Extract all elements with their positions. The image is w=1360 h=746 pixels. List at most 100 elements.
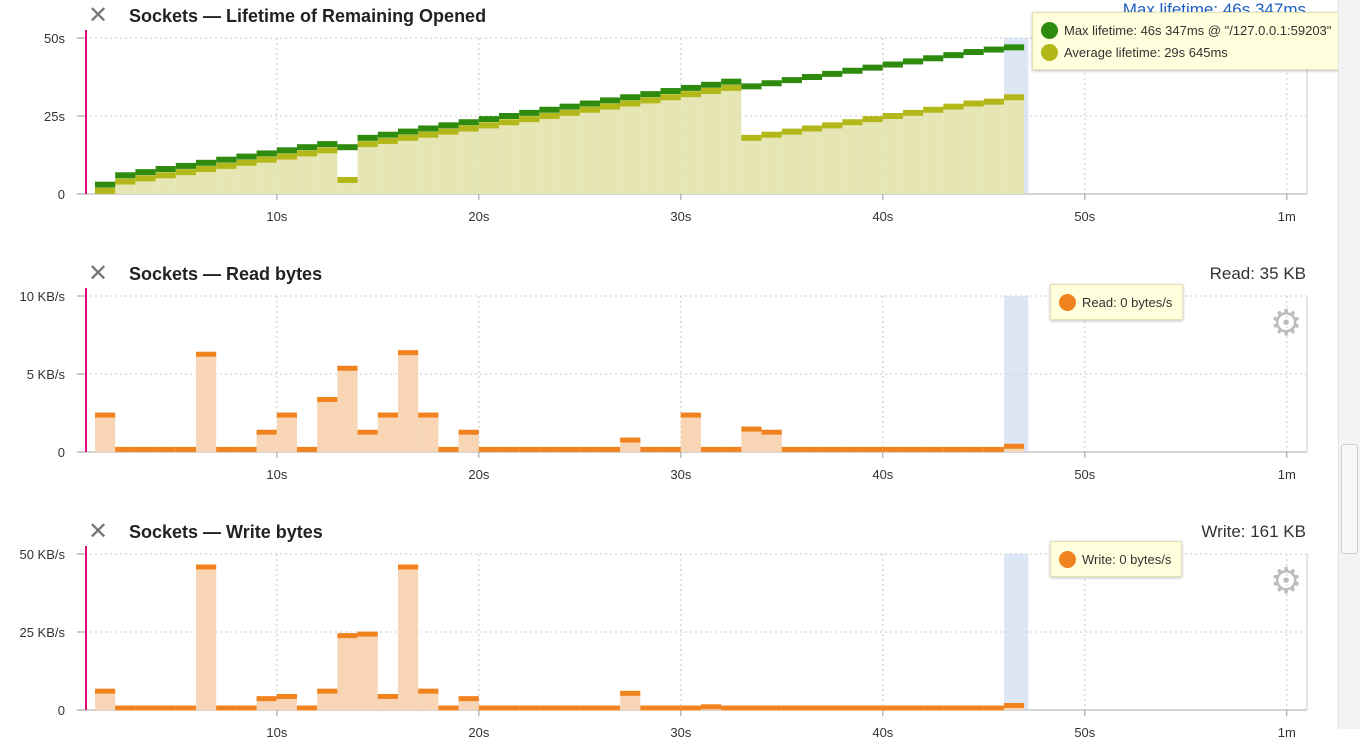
bar-cap: [296, 446, 318, 452]
gear-icon[interactable]: ⚙: [1270, 560, 1303, 601]
area-segment: [923, 109, 944, 194]
scrollbar-thumb[interactable]: [1341, 444, 1358, 554]
bar-cap: [397, 564, 419, 570]
area-segment: [397, 137, 419, 194]
y-tick-label: 25s: [44, 109, 65, 124]
max-lifetime-point: [822, 70, 843, 77]
area-segment: [983, 101, 1004, 194]
avg-lifetime-point: [458, 125, 479, 132]
bar: [317, 398, 338, 452]
bar-cap: [478, 705, 499, 711]
x-tick-label: 50s: [1074, 209, 1095, 224]
max-lifetime-point: [882, 61, 903, 68]
bar-cap: [397, 350, 419, 356]
y-tick-label: 0: [58, 703, 65, 718]
avg-lifetime-point: [559, 109, 580, 116]
write-tooltip: Write: 0 bytes/s: [1050, 541, 1183, 577]
bar-cap: [801, 446, 823, 452]
area-segment: [822, 125, 843, 194]
area-segment: [296, 153, 318, 194]
area-segment: [256, 159, 277, 194]
bar: [418, 414, 439, 452]
avg-lifetime-point: [781, 128, 802, 135]
bar-cap: [539, 446, 560, 452]
avg-lifetime-point: [721, 84, 742, 91]
tooltip-text: Write: 0 bytes/s: [1082, 551, 1172, 567]
max-lifetime-point: [377, 131, 398, 138]
close-icon[interactable]: ✕: [88, 2, 109, 29]
y-tick-label: 50s: [44, 31, 65, 46]
bar-cap: [741, 705, 762, 711]
bar-cap: [923, 705, 944, 711]
bar-cap: [983, 705, 1004, 711]
area-segment: [680, 94, 701, 194]
read-tooltip: Read: 0 bytes/s: [1050, 284, 1184, 320]
max-lifetime-point: [923, 55, 944, 62]
area-segment: [135, 178, 156, 194]
area-segment: [539, 116, 560, 194]
vertical-scrollbar[interactable]: [1338, 0, 1360, 729]
max-lifetime-point: [216, 156, 237, 163]
avg-lifetime-point: [862, 116, 883, 123]
avg-lifetime-point: [519, 116, 540, 123]
area-segment: [559, 112, 580, 194]
bar-cap: [822, 446, 843, 452]
tooltip-text: Max lifetime: 46s 347ms @ "/127.0.0.1:59…: [1064, 22, 1332, 38]
max-lifetime-point: [680, 84, 701, 91]
panel-stat: Write: 161 KB: [1201, 522, 1306, 541]
area-segment: [963, 103, 984, 194]
area-segment: [1003, 97, 1025, 194]
bar-cap: [458, 696, 479, 702]
series-dot: [1059, 293, 1076, 311]
avg-lifetime-point: [317, 147, 338, 154]
bar-cap: [721, 705, 742, 711]
avg-lifetime-point: [155, 172, 176, 179]
bar: [377, 414, 398, 452]
max-lifetime-point: [902, 58, 924, 65]
avg-lifetime-point: [741, 134, 762, 141]
avg-lifetime-point: [842, 119, 863, 126]
area-segment: [195, 169, 217, 194]
tooltip-row: Max lifetime: 46s 347ms @ "/127.0.0.1:59…: [1041, 19, 1331, 41]
x-tick-label: 1m: [1278, 467, 1296, 482]
bar-cap: [842, 446, 863, 452]
area-segment: [418, 134, 439, 194]
area-segment: [842, 122, 863, 194]
bar-cap: [761, 705, 782, 711]
close-icon[interactable]: ✕: [88, 518, 109, 545]
avg-lifetime-point: [983, 98, 1004, 105]
area-segment: [943, 106, 964, 194]
bar: [95, 414, 116, 452]
x-tick-label: 20s: [468, 725, 489, 740]
max-lifetime-point: [337, 144, 358, 151]
bar-cap: [256, 429, 277, 435]
bar-cap: [943, 705, 964, 711]
area-segment: [700, 91, 722, 194]
area-segment: [216, 165, 237, 194]
gear-icon[interactable]: ⚙: [1270, 302, 1303, 343]
area-segment: [640, 100, 661, 194]
series-dot: [1059, 550, 1076, 568]
panel-title: Sockets — Lifetime of Remaining Opened: [129, 6, 487, 26]
lifetime-chart[interactable]: 0 25s 50s 10s 20s 30s 40s 50s 1m: [0, 30, 1340, 260]
bar-cap: [902, 705, 924, 711]
max-lifetime-point: [862, 64, 883, 71]
bar-cap: [680, 412, 701, 418]
read-bytes-chart[interactable]: 0 5 KB/s 10 KB/s 10s 20s 30s 40s 50s 1m: [0, 288, 1340, 488]
area-segment: [579, 109, 600, 194]
selection-highlight: [1004, 554, 1029, 710]
bar-cap: [822, 705, 843, 711]
max-lifetime-point: [1003, 44, 1025, 51]
tooltip-text: Average lifetime: 29s 645ms: [1064, 44, 1228, 60]
bar-cap: [781, 705, 802, 711]
avg-lifetime-point: [498, 119, 520, 126]
close-icon[interactable]: ✕: [88, 260, 109, 287]
avg-lifetime-point: [256, 156, 277, 163]
bar: [620, 692, 641, 710]
bar-cap: [317, 396, 338, 402]
area-segment: [801, 128, 823, 194]
bar: [620, 439, 641, 452]
area-segment: [902, 112, 924, 194]
area-segment: [155, 175, 176, 194]
bar-cap: [478, 446, 499, 452]
